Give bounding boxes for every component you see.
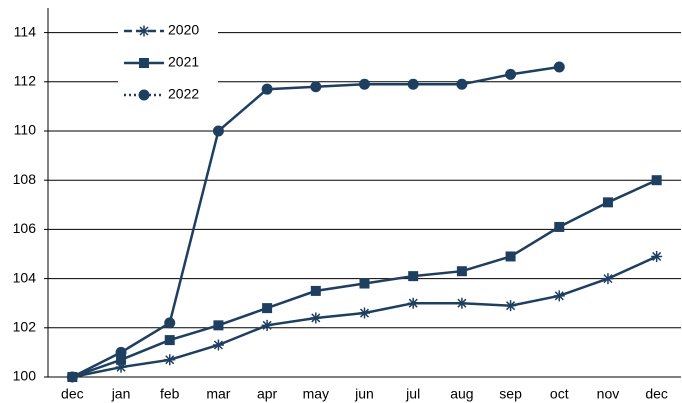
x-tick-label: may — [303, 386, 329, 402]
marker — [115, 346, 127, 358]
marker — [164, 335, 175, 346]
marker — [407, 78, 419, 90]
marker — [66, 371, 78, 383]
series-line — [71, 65, 560, 379]
x-tick-label: dec — [645, 386, 668, 402]
marker — [310, 285, 321, 296]
y-tick-label: 106 — [13, 220, 37, 236]
marker — [359, 78, 370, 90]
marker — [115, 361, 127, 373]
legend: 2020 2021 2022 — [118, 15, 218, 113]
marker — [213, 320, 224, 331]
x-tick-label: dec — [61, 386, 84, 402]
x-tick-label: feb — [160, 386, 180, 402]
marker — [212, 339, 224, 351]
marker — [359, 278, 370, 289]
marker — [553, 61, 565, 73]
legend-marker — [139, 58, 149, 68]
legend-marker — [138, 25, 150, 37]
y-tick-label: 112 — [14, 73, 37, 89]
y-tick-label: 108 — [13, 171, 37, 187]
marker — [456, 78, 468, 90]
marker — [456, 297, 468, 309]
y-tick-label: 114 — [14, 23, 37, 39]
marker — [505, 300, 517, 312]
legend-label: 2021 — [168, 54, 199, 70]
x-tick-label: apr — [257, 386, 278, 402]
y-tick-label: 104 — [13, 269, 37, 285]
marker — [164, 354, 176, 366]
marker — [359, 307, 370, 319]
marker — [212, 125, 224, 137]
x-tick-label: mar — [206, 386, 230, 402]
y-tick-label: 100 — [13, 368, 37, 384]
marker — [651, 175, 662, 186]
marker — [261, 83, 273, 95]
marker — [408, 271, 419, 282]
marker — [407, 297, 419, 309]
x-tick-label: nov — [597, 386, 620, 402]
legend-label: 2022 — [168, 86, 199, 102]
x-tick-label: aug — [450, 386, 473, 402]
y-tick-label: 102 — [13, 319, 37, 335]
marker — [651, 250, 663, 262]
marker — [505, 251, 516, 262]
marker — [261, 319, 273, 331]
marker — [602, 273, 614, 285]
x-tick-label: jul — [405, 386, 420, 402]
marker — [602, 197, 613, 208]
marker — [310, 81, 322, 93]
marker — [456, 266, 467, 277]
marker — [164, 317, 176, 329]
marker — [262, 303, 273, 314]
marker — [505, 68, 517, 80]
x-tick-label: oct — [550, 386, 569, 402]
marker — [553, 290, 565, 302]
x-tick-label: sep — [499, 386, 522, 402]
y-tick-label: 110 — [14, 122, 37, 138]
legend-marker — [138, 89, 150, 101]
x-tick-label: jun — [354, 386, 374, 402]
marker — [116, 354, 127, 365]
legend-label: 2020 — [168, 22, 199, 38]
marker — [554, 221, 565, 232]
x-tick-label: jan — [111, 386, 131, 402]
marker — [310, 312, 322, 324]
